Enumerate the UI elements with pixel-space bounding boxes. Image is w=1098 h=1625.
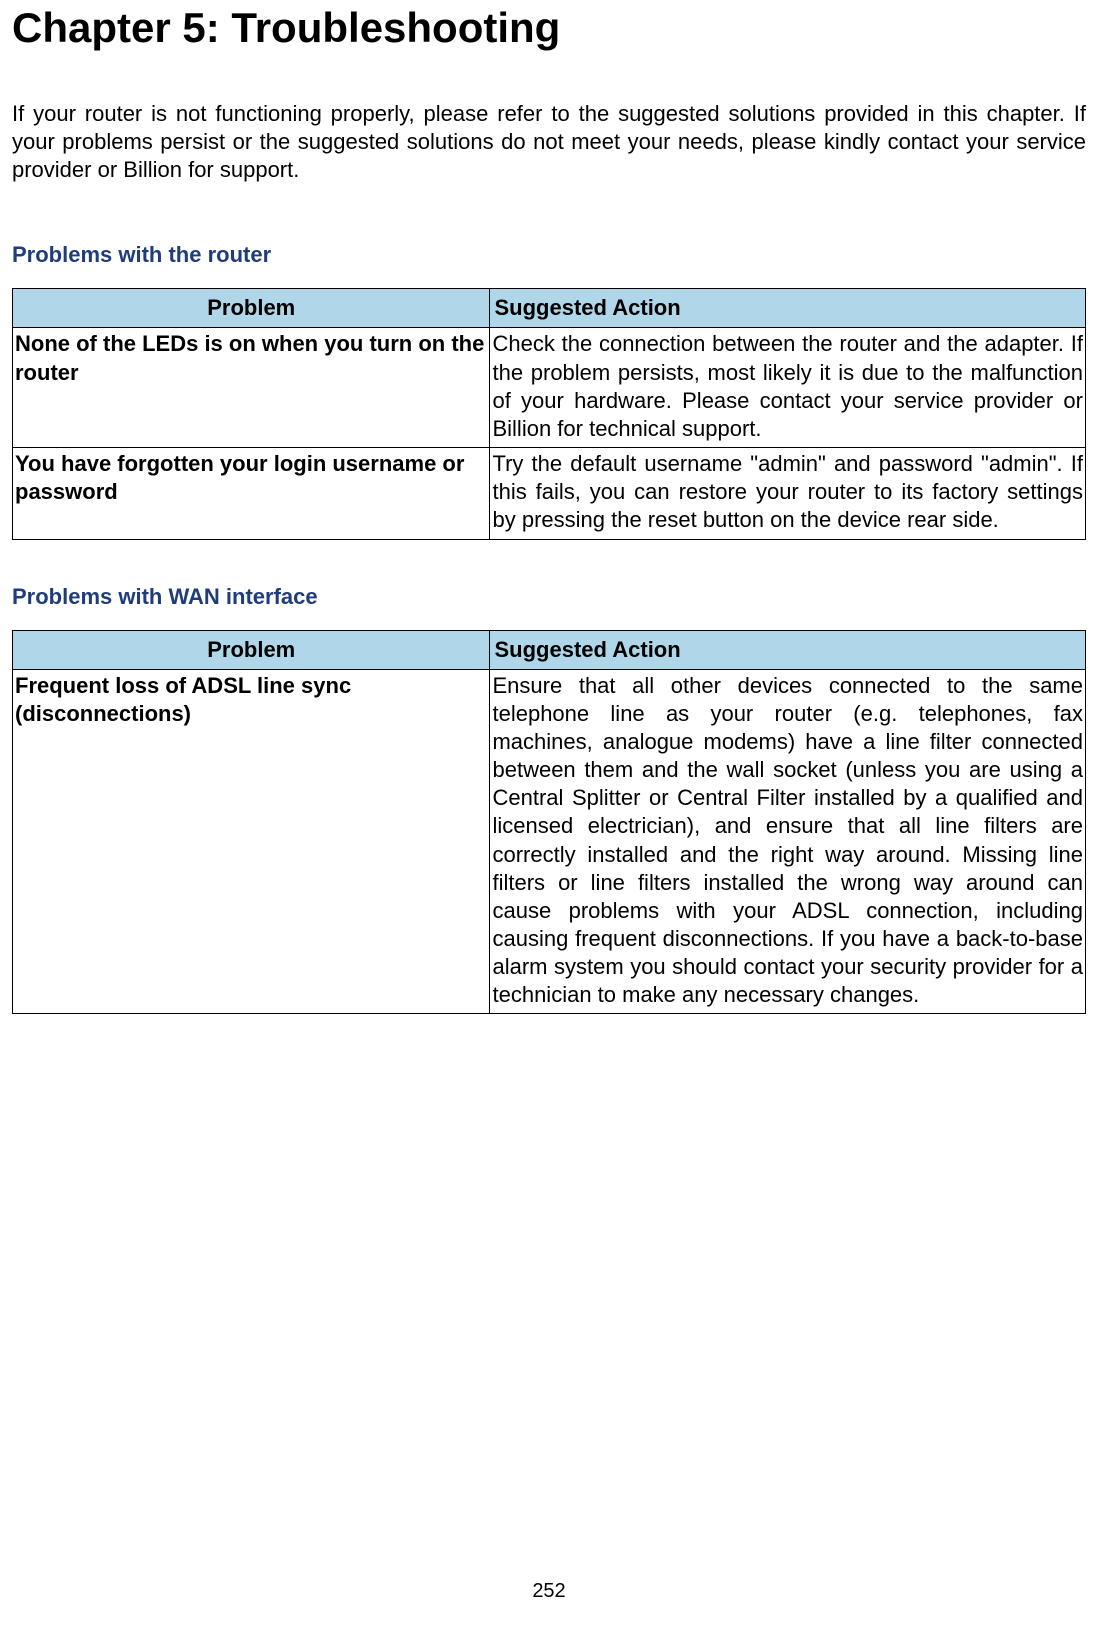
wan-problems-table: Problem Suggested Action Frequent loss o… bbox=[12, 630, 1086, 1015]
intro-paragraph: If your router is not functioning proper… bbox=[12, 100, 1086, 184]
router-problems-table: Problem Suggested Action None of the LED… bbox=[12, 288, 1086, 539]
action-cell: Try the default username "admin" and pas… bbox=[490, 448, 1086, 539]
col-header-problem: Problem bbox=[13, 289, 490, 328]
section-heading-router: Problems with the router bbox=[12, 242, 1086, 268]
col-header-action: Suggested Action bbox=[490, 289, 1086, 328]
col-header-action: Suggested Action bbox=[490, 630, 1086, 669]
action-cell: Ensure that all other devices connected … bbox=[490, 669, 1086, 1014]
action-cell: Check the connection between the router … bbox=[490, 328, 1086, 448]
table-row: You have forgotten your login username o… bbox=[13, 448, 1086, 539]
problem-cell: Frequent loss of ADSL line sync (disconn… bbox=[13, 669, 490, 1014]
table-header-row: Problem Suggested Action bbox=[13, 289, 1086, 328]
problem-cell: You have forgotten your login username o… bbox=[13, 448, 490, 539]
page-number: 252 bbox=[0, 1580, 1098, 1603]
table-row: Frequent loss of ADSL line sync (disconn… bbox=[13, 669, 1086, 1014]
chapter-title: Chapter 5: Troubleshooting bbox=[12, 0, 1086, 52]
table-row: None of the LEDs is on when you turn on … bbox=[13, 328, 1086, 448]
section-heading-wan: Problems with WAN interface bbox=[12, 584, 1086, 610]
problem-cell: None of the LEDs is on when you turn on … bbox=[13, 328, 490, 448]
col-header-problem: Problem bbox=[13, 630, 490, 669]
table-header-row: Problem Suggested Action bbox=[13, 630, 1086, 669]
